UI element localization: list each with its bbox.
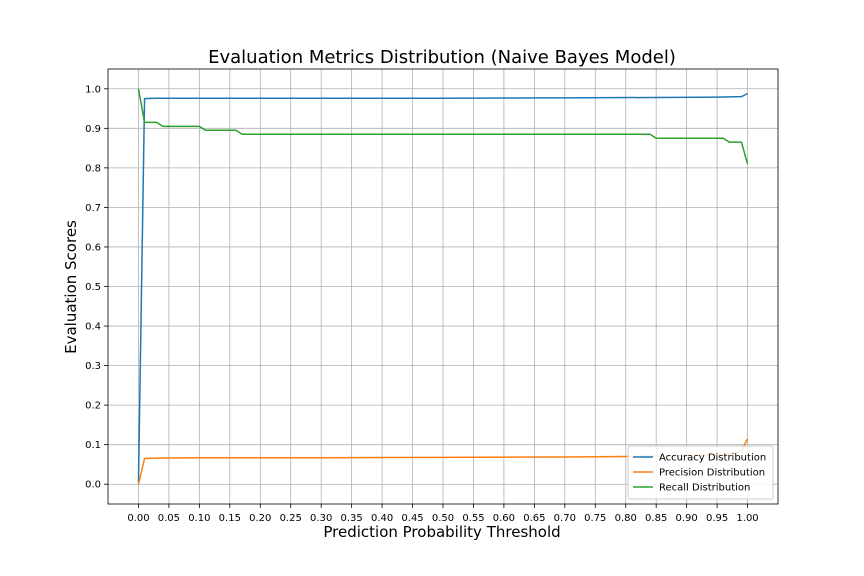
x-tick-label: 0.35 (341, 513, 363, 524)
y-tick-label: 0.3 (85, 361, 101, 372)
y-tick-label: 0.9 (85, 124, 101, 135)
x-tick-label: 0.20 (249, 513, 271, 524)
y-tick-label: 0.6 (85, 242, 101, 253)
y-tick-label: 0.8 (85, 163, 101, 174)
x-tick-label: 0.75 (584, 513, 606, 524)
x-tick-label: 0.25 (280, 513, 302, 524)
legend: Accuracy Distribution Precision Distribut… (627, 445, 774, 500)
y-tick-label: 0.4 (85, 322, 101, 333)
y-axis-label: Evaluation Scores (62, 220, 80, 354)
x-tick-label: 0.40 (371, 513, 393, 524)
y-tick-label: 0.7 (85, 203, 101, 214)
x-tick-label: 0.65 (523, 513, 545, 524)
grid-lines (108, 69, 778, 504)
legend-entry-label: Recall Distribution (659, 483, 750, 494)
accuracy-distribution-line (137, 92, 748, 483)
y-tick-label: 1.0 (85, 84, 101, 95)
x-tick-label: 0.45 (401, 513, 423, 524)
x-tick-label: 0.50 (432, 513, 454, 524)
legend-entry-label: Accuracy Distribution (659, 453, 766, 464)
x-tick-label: 0.90 (676, 513, 698, 524)
legend-box (627, 445, 774, 500)
y-tick-label: 0.2 (85, 401, 101, 412)
legend-entry-label: Precision Distribution (659, 468, 765, 479)
x-tick-label: 0.15 (219, 513, 241, 524)
x-tick-label: 0.05 (158, 513, 180, 524)
axis-ticks: 0.00 0.05 0.10 0.15 0.20 0.25 0.30 0.35 0.40 0.45… (85, 84, 759, 524)
x-tick-label: 0.10 (188, 513, 210, 524)
chart-title: Evaluation Metrics Distribution (Naive B… (208, 47, 676, 68)
x-tick-label: 0.30 (310, 513, 332, 524)
y-tick-label: 0.1 (85, 440, 101, 451)
x-tick-label: 0.55 (462, 513, 484, 524)
x-tick-label: 1.00 (736, 513, 758, 524)
x-tick-label: 0.80 (615, 513, 637, 524)
x-tick-label: 0.70 (554, 513, 576, 524)
recall-distribution-line (137, 88, 749, 165)
x-tick-label: 0.60 (493, 513, 515, 524)
x-tick-label: 0.85 (645, 513, 667, 524)
x-axis-label: Prediction Probability Threshold (323, 523, 560, 541)
x-tick-label: 0.95 (706, 513, 728, 524)
y-tick-label: 0.5 (85, 282, 101, 293)
x-tick-label: 0.00 (127, 513, 149, 524)
y-tick-label: 0.0 (85, 480, 101, 491)
